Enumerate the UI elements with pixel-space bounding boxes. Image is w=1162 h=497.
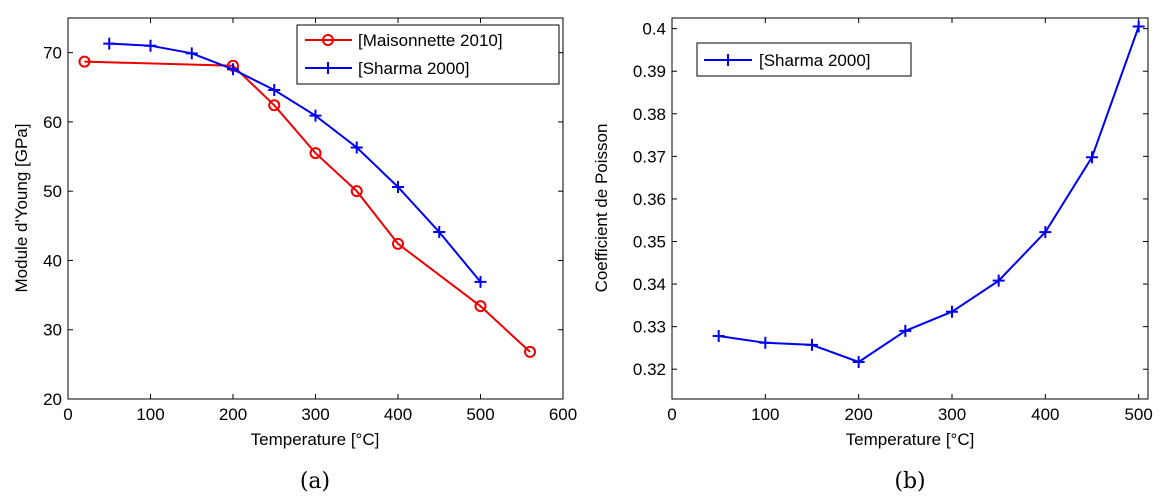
chart-b-xtick-label: 400: [1031, 405, 1059, 424]
chart-a-point: [144, 39, 157, 52]
legend-marker-sharma-a: [322, 62, 334, 74]
chart-b-ytick-label: 0.32: [633, 360, 666, 379]
chart-a: 0 100 200 300 400 500 600 20 30 40 50 60 70 Temperat…: [12, 17, 577, 494]
chart-a-ytick-label: 50: [43, 182, 62, 201]
chart-a-point: [350, 141, 363, 154]
chart-b-ytick-label: 0.36: [633, 190, 666, 209]
chart-b-point: [1086, 151, 1098, 164]
chart-b-point: [946, 305, 958, 318]
chart-a-point: [474, 275, 487, 288]
chart-a-ylabel: Module d'Young [GPa]: [12, 124, 31, 293]
chart-b-xtick-label: 300: [938, 405, 966, 424]
chart-a-ytick-label: 30: [43, 321, 62, 340]
chart-b-ticks: 0 100 200 300 400 500 0.32 0.33 0.34 0.35 0.36 0.37…: [633, 18, 1153, 424]
chart-a-legend-box: [296, 24, 560, 85]
chart-b-ylabel: Coefficient de Poisson: [592, 124, 611, 293]
legend-marker-sharma-b: [722, 54, 734, 66]
chart-b-point: [1132, 20, 1145, 33]
chart-b-ytick-label: 0.33: [633, 318, 666, 337]
chart-b-ytick-label: 0.39: [633, 62, 666, 81]
chart-a-ytick-label: 60: [43, 113, 62, 132]
chart-b-point: [899, 324, 912, 337]
chart-b-point: [759, 336, 772, 349]
chart-a-xtick-label: 0: [63, 405, 72, 424]
chart-a-point: [309, 109, 322, 122]
chart-a-ticks: 0 100 200 300 400 500 600 20 30 40 50 60 70: [43, 18, 577, 424]
legend-marker-maisonnette: [322, 34, 334, 46]
chart-a-series-line: [109, 42, 482, 283]
chart-b-ytick-label: 0.34: [633, 275, 666, 294]
chart-a-point: [268, 84, 281, 97]
chart-b-series-line: [718, 26, 1140, 364]
chart-a-xlabel: Temperature [°C]: [251, 430, 380, 449]
chart-a-point: [392, 237, 404, 250]
caption-b: (b): [894, 469, 925, 494]
chart-a-ytick-label: 20: [43, 390, 62, 409]
chart-b-point: [806, 338, 818, 351]
chart-a-xtick-label: 400: [384, 405, 412, 424]
caption-a: (a): [300, 469, 330, 494]
chart-a-legend: [Maisonnette 2010] [Sharma 2000]: [296, 24, 560, 85]
chart-b-xlabel: Temperature [°C]: [846, 430, 975, 449]
chart-a-point: [227, 63, 239, 76]
chart-a-xtick-label: 500: [466, 405, 494, 424]
chart-b-point: [712, 329, 725, 342]
legend-label-sharma-a: [Sharma 2000]: [358, 59, 470, 78]
chart-b-frame: [671, 17, 1149, 400]
chart-a-series-line: [84, 60, 531, 353]
chart-a-xtick-label: 200: [219, 405, 247, 424]
chart-b-point: [852, 355, 865, 368]
chart-b-xtick-label: 0: [667, 405, 676, 424]
chart-a-point: [309, 147, 322, 160]
chart-a-point: [433, 226, 446, 239]
chart-a-point: [185, 47, 198, 60]
chart-b-ytick-label: 0.38: [633, 105, 666, 124]
chart-a-xtick-label: 600: [549, 405, 577, 424]
chart-a-series: [78, 37, 536, 358]
chart-b-point: [992, 274, 1005, 287]
chart-a-ytick-label: 40: [43, 251, 62, 270]
chart-b-ytick-label: 0.37: [633, 147, 666, 166]
chart-a-xtick-label: 300: [301, 405, 329, 424]
legend-label-maisonnette: [Maisonnette 2010]: [358, 31, 503, 50]
chart-a-point: [392, 181, 404, 194]
chart-a-point: [474, 300, 487, 313]
chart-a-point: [350, 185, 363, 198]
chart-a-point: [268, 99, 281, 112]
chart-b-xtick-label: 500: [1124, 405, 1152, 424]
chart-b-point: [1039, 226, 1052, 239]
chart-a-point: [103, 37, 116, 50]
chart-b-series: [712, 20, 1145, 368]
chart-b-ytick-label: 0.4: [642, 20, 666, 39]
chart-b-legend: [Sharma 2000]: [696, 42, 912, 77]
chart-a-point: [524, 345, 536, 358]
chart-a-point: [78, 55, 91, 68]
chart-b-ytick-label: 0.35: [633, 232, 666, 251]
chart-b-xtick-label: 100: [751, 405, 779, 424]
chart-b-xtick-label: 200: [844, 405, 872, 424]
legend-label-sharma-b: [Sharma 2000]: [759, 51, 871, 70]
chart-a-ytick-label: 70: [43, 44, 62, 63]
chart-b: 0 100 200 300 400 500 0.32 0.33 0.34 0.35 0.36 0.37…: [592, 17, 1153, 494]
chart-a-xtick-label: 100: [136, 405, 164, 424]
